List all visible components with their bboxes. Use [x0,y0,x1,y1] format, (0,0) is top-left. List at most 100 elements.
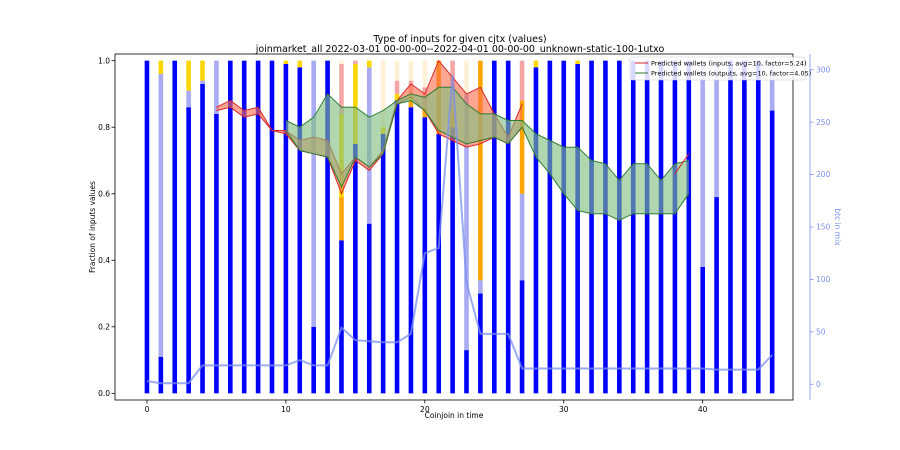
bar-segment-yellow [575,60,580,64]
bar-segment-fresh [589,60,594,394]
plot-frame [114,53,794,401]
y-tick-label: 0.6 [98,189,110,198]
bar-segment-yellow [200,60,205,81]
x-tick-label: 40 [698,405,708,414]
bar-segment-remix [186,90,191,108]
stacked-bars [144,60,775,394]
x-tick-label: 0 [145,405,150,414]
bar-segment-fresh [644,60,650,394]
x-tick-label: 20 [420,405,430,414]
bar-segment-fresh [366,223,372,394]
bar-segment-remix [311,60,316,327]
btc-in-mix-series [146,74,773,385]
bar-segment-pink [339,63,344,114]
y2-tick-label: 0 [816,380,821,389]
bar-segment-prior [464,60,469,94]
bar-segment-fresh [519,280,525,394]
bar-segment-yellow [533,60,539,68]
x-axis: 0 10 20 30 40 [145,400,708,414]
x-tick-label: 10 [281,405,291,414]
y2-tick-label: 250 [816,118,831,127]
bar-segment-fresh [186,107,191,394]
bar-segment-fresh [742,60,747,394]
bar-segment-fresh [700,266,705,394]
bar-segment-fresh [630,60,636,394]
inputs-tail-line [674,153,690,175]
bar-segment-fresh [450,127,455,394]
bar-segment-fresh [491,60,497,394]
bar-segment-remix [464,93,469,351]
bar-segment-remix [200,80,205,84]
bar-segment-fresh [769,110,775,394]
predicted-wallet-bands [216,59,690,221]
bar-segment-fresh [158,356,164,394]
y2-tick-label: 50 [816,327,826,336]
bar-segment-fresh [283,63,289,394]
y-tick-label: 0.0 [98,389,110,398]
bar-segment-prior [380,60,386,128]
bar-segment-fresh [672,60,678,394]
bar-segment-prior [408,60,414,81]
bar-segment-fresh [380,133,386,394]
bar-segment-pink [519,60,525,101]
bar-segment-friends [422,107,428,118]
bar-segment-fresh [478,293,483,394]
bar-segment-remix [519,193,525,281]
secondary-y-axis-ticks: 0 50 100 150 200 250 300 [810,65,831,389]
bar-segment-remix [714,60,719,198]
legend-label-outputs: Predicted wallets (outputs, avg=10, fact… [651,70,811,78]
outputs-band-lower-line [285,100,690,221]
y-tick-label: 1.0 [98,56,110,65]
bar-segment-yellow [186,60,191,91]
bar-segment-fresh [436,133,442,394]
bar-segment-fresh [714,197,719,394]
bar-segment-yellow [366,60,372,68]
y-axis: 0.0 0.2 0.4 0.6 0.8 1.0 [98,56,115,398]
bar-segment-fresh [228,60,233,394]
bar-segment-fresh [547,60,553,394]
bar-segment-remix [700,60,705,267]
bar-segment-remix [214,60,219,114]
bar-segment-friends [408,100,414,108]
bar-segment-remix [478,280,483,294]
y2-tick-label: 100 [816,275,831,284]
bar-segment-remix [158,73,164,357]
bar-segment-fresh [658,60,664,394]
bar-segment-pink [353,60,358,64]
bar-segment-fresh [241,60,247,394]
bar-segment-yellow [394,93,400,101]
bar-segment-fresh [297,67,303,394]
btc-in-mix-line [146,74,773,385]
chart-title: Type of inputs for given cjtx (values) [372,34,546,45]
bar-segment-fresh [686,60,692,394]
bar-segment-fresh [728,60,733,394]
legend-box [629,56,806,81]
y2-tick-label: 300 [816,65,831,74]
bar-segment-fresh [575,63,580,394]
bar-segment-prior [339,60,344,64]
bar-segment-fresh [353,143,358,394]
legend-label-inputs: Predicted wallets (inputs, avg=10, facto… [651,60,807,68]
bar-segment-yellow [297,60,303,68]
bar-segment-yellow [158,60,164,74]
y2-tick-label: 200 [816,170,831,179]
y-tick-label: 0.2 [98,322,110,331]
secondary-y-axis-label: btc in mix [833,208,842,246]
bar-segment-fresh [464,350,469,394]
bar-segment-fresh [255,60,261,394]
bar-segment-fresh [144,60,150,394]
x-axis-label: Coinjoin in time [425,411,484,420]
bar-segment-fresh [755,60,761,394]
bar-segment-fresh [533,67,539,394]
bar-segment-fresh [325,60,330,394]
bar-segment-fresh [408,107,414,394]
bar-segment-fresh [505,60,511,394]
bar-segment-friends [519,100,525,194]
y-axis-label: Fraction of inputs values [88,181,97,273]
bar-segment-prior [394,60,400,81]
chart-subtitle: joinmarket_all 2022-03-01 00-00-00--2022… [255,44,665,55]
y2-tick-label: 150 [816,223,831,232]
bar-segment-fresh [214,113,219,394]
bar-segment-friends [339,197,344,241]
